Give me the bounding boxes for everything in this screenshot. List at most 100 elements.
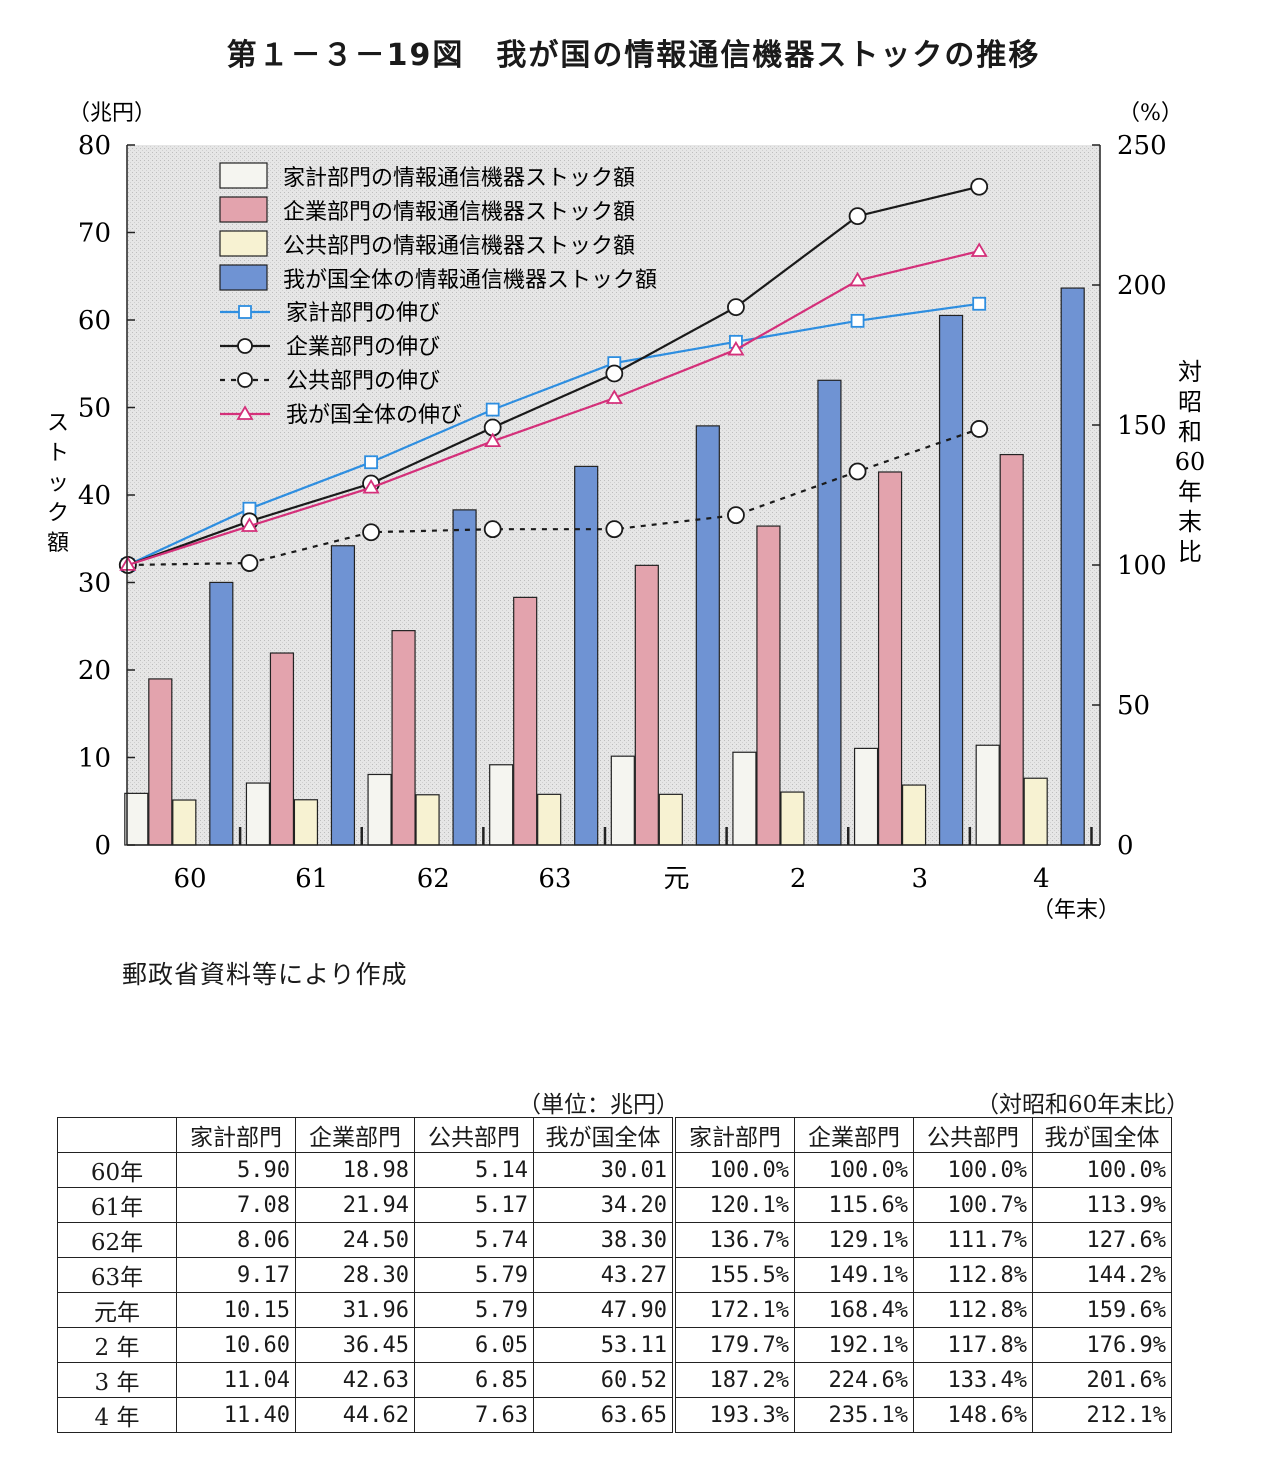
figure-title: 第１－３－19図 我が国の情報通信機器ストックの推移 [226, 38, 1041, 73]
table-header: 公共部門 [913, 1117, 1033, 1153]
y-left-tick-label: 0 [94, 831, 111, 861]
x-tick-label: 60 [173, 864, 206, 894]
table-cell: 43.27 [533, 1257, 676, 1293]
x-tick-label: 3 [911, 864, 928, 894]
series-point [240, 554, 259, 572]
table-cell: 133.4% [913, 1362, 1033, 1398]
table-cell: 6.85 [414, 1362, 534, 1398]
table-cell: 36.45 [295, 1327, 415, 1363]
table-cell: 53.11 [533, 1327, 676, 1363]
bar [574, 465, 599, 846]
table-header: 家計部門 [176, 1117, 296, 1153]
table-cell: 148.6% [913, 1397, 1033, 1433]
bar [901, 784, 927, 846]
series-point [484, 432, 502, 448]
data-table: 家計部門 企業部門 公共部門 我が国全体 家計部門 企業部門 公共部門 我が国全… [57, 1117, 1172, 1433]
table-cell: 235.1% [794, 1397, 914, 1433]
table-cell: 34.20 [533, 1187, 676, 1223]
x-tick-label: 63 [538, 864, 571, 894]
bar [172, 799, 197, 846]
bar [658, 793, 683, 846]
table-row-label: 2 年 [57, 1327, 177, 1363]
series-point [605, 520, 624, 539]
series-point [850, 313, 865, 328]
series-line [127, 427, 980, 567]
table-cell: 6.05 [414, 1327, 534, 1363]
series-point [364, 455, 378, 470]
legend-marker [236, 405, 254, 420]
series-point [970, 420, 989, 438]
bar [780, 791, 805, 846]
series-point [970, 242, 988, 257]
y-right-tick-label: 100 [1117, 551, 1167, 581]
bar [452, 509, 477, 846]
series-point [605, 364, 624, 383]
x-tick-label: 4 [1033, 864, 1050, 894]
x-tick-label: 61 [295, 864, 328, 894]
bar [367, 773, 392, 846]
y-left-tick-label: 10 [78, 744, 111, 774]
table-cell: 224.6% [794, 1362, 914, 1398]
series-point [362, 523, 380, 542]
table-header: 我が国全体 [1032, 1117, 1172, 1153]
y-right-tick-label: 50 [1117, 691, 1150, 721]
y-right-unit: （%） [1118, 101, 1183, 126]
table-cell: 117.8% [913, 1327, 1033, 1363]
bar [415, 794, 440, 846]
y-right-tick-label: 0 [1117, 831, 1134, 861]
legend-label: 企業部門の情報通信機器ストック額 [283, 200, 635, 225]
table-cell: 115.6% [794, 1187, 914, 1223]
table-row: 61年 7.08 21.94 5.17 34.20 120.1% 115.6% 100.7% 1… [57, 1187, 1172, 1223]
legend-label: 我が国全体の情報通信機器ストック額 [283, 268, 657, 293]
series-point [483, 520, 502, 539]
table-header: 我が国全体 [533, 1117, 676, 1153]
y-left-tick-label: 40 [78, 481, 111, 511]
legend-label: 家計部門の伸び [286, 301, 440, 326]
bar [877, 471, 903, 846]
bar [975, 744, 1000, 846]
series-point [362, 478, 380, 494]
table-cell: 24.50 [295, 1222, 415, 1258]
bar [124, 792, 149, 846]
table-cell: 5.74 [414, 1222, 534, 1258]
table-cell: 179.7% [673, 1327, 795, 1363]
table-cell: 100.0% [913, 1152, 1033, 1188]
table-cell: 168.4% [794, 1292, 914, 1328]
table-cell: 149.1% [794, 1257, 914, 1293]
y-right-tick-label: 250 [1117, 131, 1167, 161]
table-cell: 30.01 [533, 1152, 676, 1188]
bar [391, 630, 416, 846]
series-point [119, 556, 137, 571]
series-point [848, 271, 867, 287]
table-cell: 5.79 [414, 1257, 534, 1293]
table-cell: 5.79 [414, 1292, 534, 1328]
series-line [127, 250, 980, 567]
legend-swatch [219, 264, 268, 291]
bar [756, 525, 781, 846]
table-row: 62年 8.06 24.50 5.74 38.30 136.7% 129.1% 111.7% 1… [57, 1222, 1172, 1258]
legend-marker [238, 305, 252, 319]
bar [610, 755, 635, 846]
source-note: 郵政省資料等により作成 [122, 960, 408, 989]
y-right-tick-label: 150 [1117, 411, 1167, 441]
x-tick-label: 元 [663, 864, 689, 894]
legend-marker [237, 372, 253, 388]
table-cell: 8.06 [176, 1222, 296, 1258]
y-left-tick-label: 70 [78, 219, 111, 249]
legend-label: 企業部門の伸び [286, 335, 440, 360]
series-point [972, 296, 987, 311]
bar [293, 799, 319, 846]
table-cell: 159.6% [1032, 1292, 1172, 1328]
table-cell: 155.5% [673, 1257, 795, 1293]
legend-swatch [219, 230, 268, 257]
table-cell: 113.9% [1032, 1187, 1172, 1223]
table-cell: 9.17 [176, 1257, 296, 1293]
table-header: 企業部門 [295, 1117, 415, 1153]
bar [513, 596, 538, 846]
legend-swatch [219, 162, 268, 189]
y-left-unit: （兆円） [68, 101, 156, 126]
table-cell: 100.7% [913, 1187, 1033, 1223]
series-line [127, 185, 980, 567]
table-cell: 193.3% [673, 1397, 795, 1433]
legend-marker [237, 338, 253, 354]
